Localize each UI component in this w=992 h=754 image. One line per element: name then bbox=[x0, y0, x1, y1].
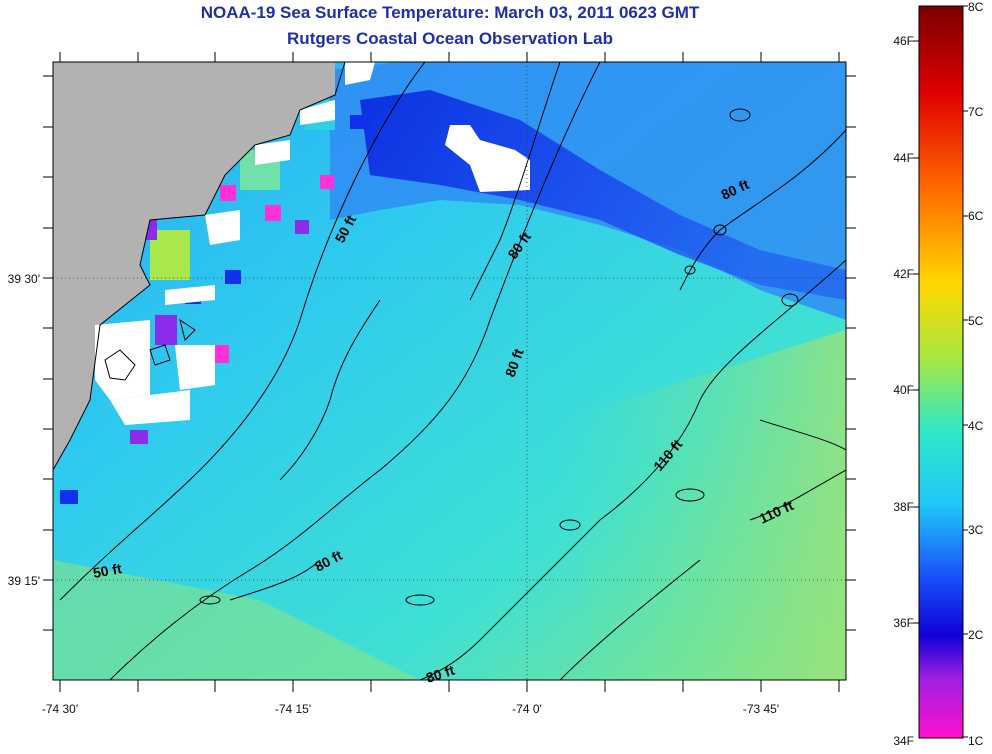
warm-water-southwest bbox=[53, 560, 420, 680]
x-tick-label: -74 30' bbox=[42, 702, 78, 716]
colorbar-label-c: 7C bbox=[968, 105, 984, 119]
x-tick-label: -74 0' bbox=[512, 702, 542, 716]
y-tick-label: 39 15' bbox=[8, 574, 40, 588]
x-tick-label: -73 45' bbox=[743, 702, 779, 716]
colorbar-label-c: 1C bbox=[968, 734, 984, 748]
map-title: NOAA-19 Sea Surface Temperature: March 0… bbox=[200, 3, 700, 22]
colorbar-ticks bbox=[913, 5, 968, 738]
temperature-colorbar bbox=[918, 5, 964, 739]
tick-marks bbox=[43, 52, 856, 692]
warm-water-region bbox=[560, 330, 846, 680]
colorbar-label-f: 40F bbox=[893, 383, 914, 397]
colorbar-label-f: 38F bbox=[893, 500, 914, 514]
colorbar-label-c: 3C bbox=[968, 523, 984, 537]
no-data-areas bbox=[95, 62, 530, 425]
colorbar-label-f: 36F bbox=[893, 616, 914, 630]
graticule bbox=[53, 62, 846, 680]
colorbar-label-c: 2C bbox=[968, 628, 984, 642]
coastline bbox=[53, 62, 346, 471]
colorbar-label-c: 5C bbox=[968, 314, 984, 328]
marsh-outlines bbox=[104, 318, 196, 381]
x-tick-label: -74 15' bbox=[275, 702, 311, 716]
y-tick-label: 39 30' bbox=[8, 272, 40, 286]
colorbar-label-f: 42F bbox=[893, 267, 914, 281]
colorbar-label-f: 46F bbox=[893, 34, 914, 48]
contour-label: 50 ft bbox=[92, 560, 123, 581]
colorbar-label-c: 4C bbox=[968, 419, 984, 433]
colorbar-label-f: 44F bbox=[893, 151, 914, 165]
colorbar-label-c: 8C bbox=[968, 0, 984, 14]
land-mass bbox=[53, 62, 335, 470]
depth-contours bbox=[59, 62, 846, 680]
colorbar-label-c: 6C bbox=[968, 209, 984, 223]
map-subtitle: Rutgers Coastal Ocean Observation Lab bbox=[287, 29, 613, 48]
colorbar-label-f: 34F bbox=[893, 734, 914, 748]
